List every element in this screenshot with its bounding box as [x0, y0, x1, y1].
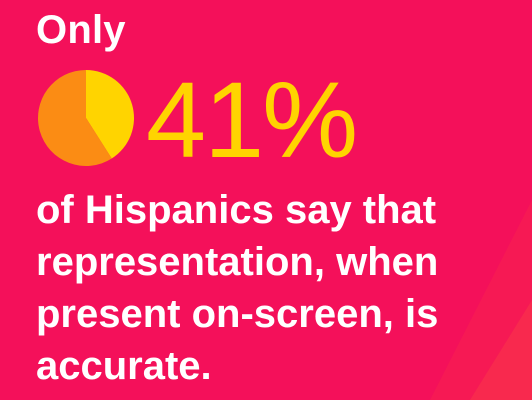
- pie-chart-svg: [38, 70, 135, 166]
- pie-chart: [36, 68, 136, 168]
- pie-slice-say-accurate: [86, 70, 135, 159]
- stat-percentage: 41%: [146, 59, 358, 180]
- headline: Only: [36, 8, 126, 52]
- pie-slice-other: [38, 70, 112, 166]
- body-statement: of Hispanics say that representation, wh…: [36, 188, 439, 388]
